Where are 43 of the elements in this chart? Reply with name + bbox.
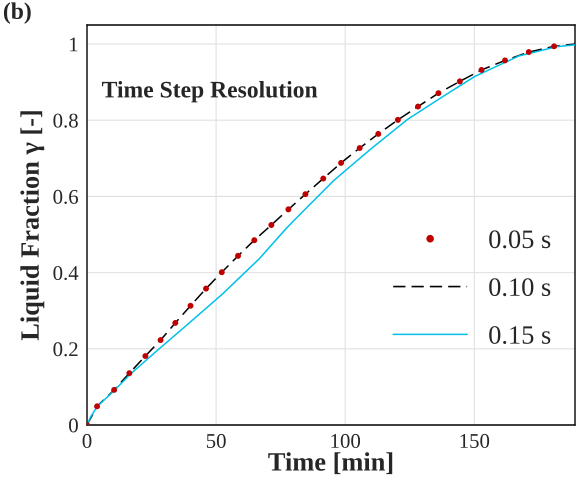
point (172, 320, 178, 326)
point (188, 302, 194, 309)
point (268, 222, 274, 228)
y-tick-label: 0 (69, 418, 78, 432)
y-tick-label: 0.6 (53, 190, 78, 204)
y-tick-label: 0.4 (53, 266, 78, 280)
point (142, 353, 148, 359)
point (320, 176, 326, 182)
point (356, 145, 363, 151)
point (375, 131, 382, 137)
point (126, 370, 132, 376)
point (415, 104, 421, 110)
y-axis-title: Liquid Fraction γ [-] (20, 111, 44, 340)
legend-label: 0.10 s (489, 278, 550, 296)
annotation: Time Step Resolution (102, 81, 318, 102)
point (478, 67, 484, 73)
point (526, 49, 532, 55)
y-tick-label: 1 (70, 38, 78, 52)
x-tick-label: 100 (331, 434, 360, 448)
text: (b) (4, 2, 31, 24)
point (551, 43, 558, 50)
legend-label: 0.15 s (489, 326, 550, 344)
point (111, 387, 118, 393)
point (502, 57, 508, 64)
point (235, 252, 241, 259)
x-tick-label: 50 (206, 434, 226, 448)
point (94, 403, 100, 410)
point (456, 78, 463, 84)
point (251, 237, 258, 244)
x-tick-label: 0 (82, 434, 92, 448)
x-tick-label: 150 (460, 434, 490, 448)
point (285, 206, 292, 212)
legend-label: 0.05 s (489, 230, 550, 248)
point (394, 116, 401, 123)
y-tick-label: 0.8 (53, 114, 78, 128)
point (218, 269, 225, 276)
x-axis-title: Time [min] (268, 452, 392, 474)
point (203, 286, 209, 292)
point (302, 191, 308, 198)
y-tick-label: 0.2 (53, 342, 78, 356)
point (338, 160, 344, 166)
point (158, 337, 164, 343)
point (435, 90, 442, 96)
